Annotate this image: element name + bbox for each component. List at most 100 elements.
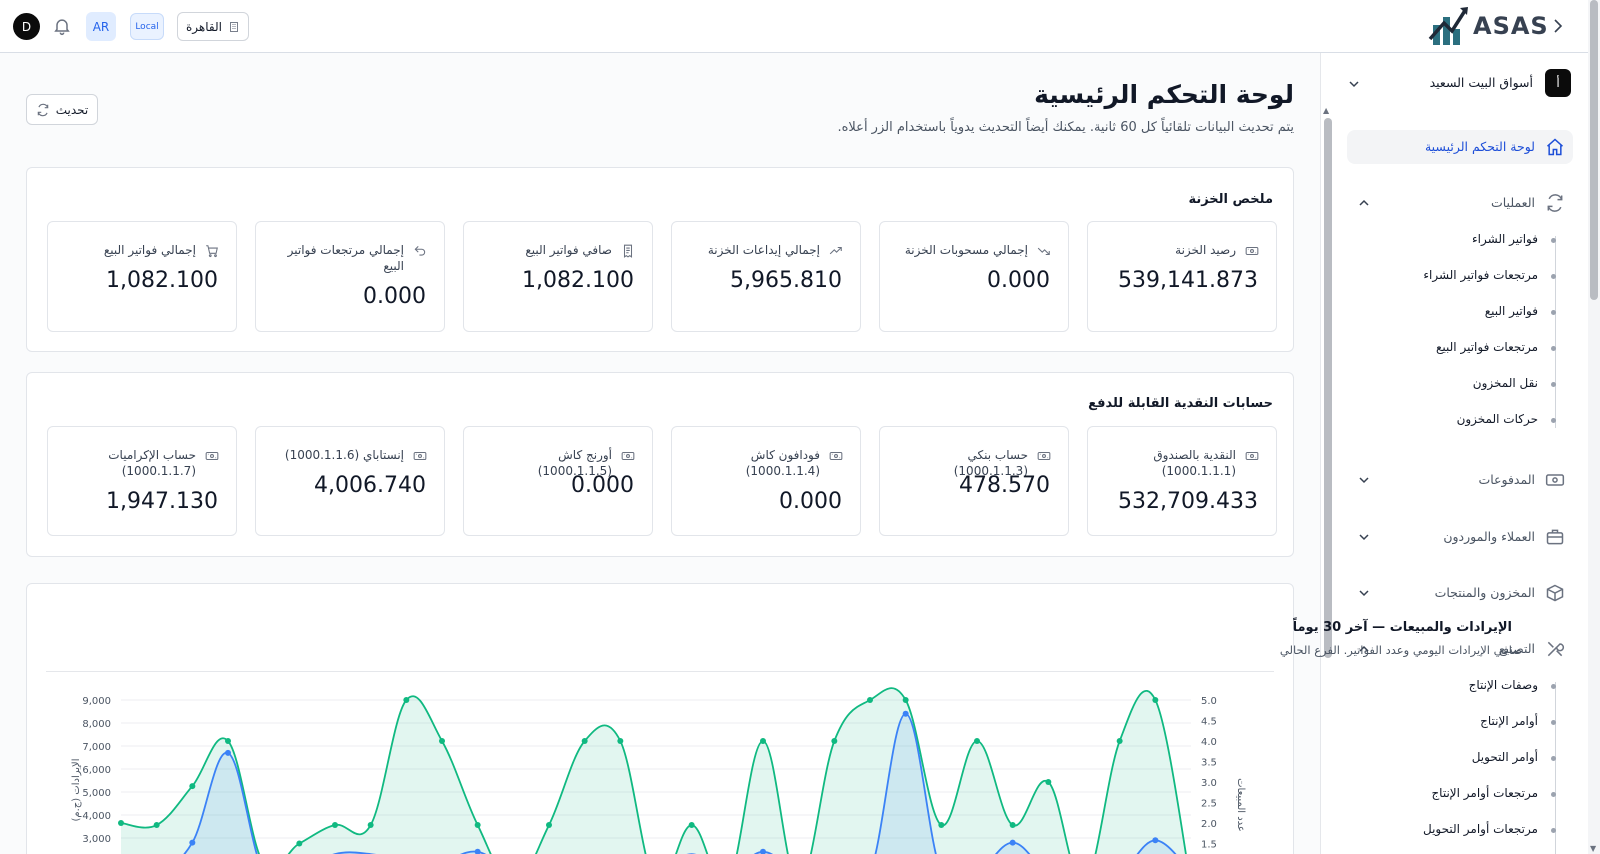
sidebar-subitem-label: حركات المخزون (1456, 412, 1538, 426)
sidebar-subitem-label: أوامر الإنتاج (1480, 714, 1538, 728)
receipt-icon (623, 244, 633, 258)
language-toggle-button[interactable]: AR (86, 12, 116, 41)
stat-card: إجمالي إيداعات الخزنة 5,965.810 (671, 221, 861, 332)
chart-divider (46, 671, 1274, 672)
sidebar-subitem-label: فواتير البيع (1484, 304, 1538, 318)
data-point (153, 822, 160, 829)
stat-card-label: صافي فواتير البيع (525, 243, 612, 257)
refresh-label: تحديث (55, 102, 89, 117)
top-header (0, 0, 1588, 53)
data-point (1116, 738, 1123, 744)
branch-label: القاهرة (186, 19, 222, 34)
sidebar-subitem-stock-transfer[interactable]: نقل المخزون (1400, 372, 1568, 396)
y2-tick-label: 3.5 (1201, 758, 1217, 769)
sidebar-subitem-production-returns[interactable]: مرتجعات أوامر الإنتاج (1400, 782, 1568, 806)
refresh-icon (37, 103, 48, 116)
sidebar-subitem-sales-returns[interactable]: مرتجعات فواتير البيع (1400, 336, 1568, 360)
bell-icon[interactable] (52, 16, 72, 36)
stat-card-label: النقدية بالصندوق (1000.1.1.1) (1153, 448, 1236, 478)
company-logo: أ (1545, 69, 1571, 97)
stat-card-value: 1,082.100 (106, 268, 218, 293)
data-point (296, 840, 303, 847)
user-avatar[interactable]: D (13, 13, 40, 40)
bullet-dot (1551, 684, 1556, 689)
sidebar-subitem-conversion-returns[interactable]: مرتجعات أوامر التحويل (1400, 818, 1568, 842)
data-point (581, 738, 588, 744)
stat-card-value: 0.000 (571, 473, 634, 498)
chevron-down-icon (1359, 477, 1369, 484)
sidebar-subitem-production-recipes[interactable]: وصفات الإنتاج (1400, 674, 1568, 698)
sidebar-item-label: المخزون والمنتجات (1434, 585, 1535, 600)
environment-label: Local (135, 21, 159, 32)
stat-card-value: 539,141.873 (1118, 268, 1258, 293)
scrollbar-thumb[interactable] (1324, 118, 1332, 658)
sidebar-subitem-stock-movements[interactable]: حركات المخزون (1400, 408, 1568, 432)
y-axis-label: الإيرادات (ج.م) (71, 758, 82, 821)
data-point (403, 697, 410, 703)
stat-card: إنستاباي (1000.1.1.6) 4,006.740 (255, 426, 445, 536)
banknote-icon (413, 451, 427, 461)
sidebar-subitem-label: مرتجعات أوامر التحويل (1422, 822, 1538, 836)
page-scrollbar[interactable]: ▼ (1588, 0, 1600, 854)
user-initial: D (21, 19, 32, 34)
stat-card-label: إجمالي مرتجعات فواتير البيع (287, 243, 404, 273)
sidebar-subitem-label: مرتجعات فواتير البيع (1436, 340, 1538, 354)
stat-card-value: 0.000 (779, 489, 842, 514)
scroll-up-icon[interactable]: ▲ (1323, 106, 1330, 115)
stat-card-value: 4,006.740 (314, 473, 426, 498)
main-scrollbar[interactable]: ▲ (1320, 106, 1332, 854)
data-point (1009, 839, 1016, 846)
y-tick-label: 9,000 (82, 696, 111, 707)
stat-card-value: 1,947.130 (106, 489, 218, 514)
data-point (332, 822, 338, 829)
page-title: لوحة التحكم الرئيسية (1034, 80, 1294, 109)
scroll-down-icon[interactable]: ▼ (1590, 844, 1597, 853)
bullet-dot (1551, 310, 1556, 315)
stat-card: رصيد الخزنة 539,141.873 (1087, 221, 1277, 332)
sidebar-item-payments[interactable]: المدفوعات (1347, 463, 1573, 497)
building-icon (230, 21, 238, 32)
data-point (439, 738, 445, 744)
banknote-icon (1245, 246, 1259, 256)
sidebar-item-operations[interactable]: العمليات (1347, 186, 1573, 220)
scrollbar-thumb[interactable] (1590, 0, 1598, 300)
sidebar-subitem-production-orders[interactable]: أوامر الإنتاج (1400, 710, 1568, 734)
sidebar-subitem-label: مرتجعات فواتير الشراء (1423, 268, 1538, 282)
cart-icon (206, 245, 218, 258)
banknote-icon (205, 451, 219, 461)
sidebar (1320, 53, 1588, 854)
sidebar-subitem-purchase-returns[interactable]: مرتجعات فواتير الشراء (1400, 264, 1568, 288)
stat-card-value: 478.570 (959, 473, 1050, 498)
sidebar-subitem-sales-invoices[interactable]: فواتير البيع (1400, 300, 1568, 324)
data-point (902, 697, 909, 703)
sidebar-subitem-conversion-orders[interactable]: أوامر التحويل (1400, 746, 1568, 770)
stat-card-value: 0.000 (987, 268, 1050, 293)
sidebar-item-dashboard[interactable]: لوحة التحكم الرئيسية (1347, 130, 1573, 164)
branch-selector-button[interactable]: القاهرة (177, 12, 249, 41)
tools-icon (1547, 641, 1565, 657)
chevron-down-icon (1349, 81, 1359, 88)
environment-badge: Local (130, 13, 164, 40)
refresh-button[interactable]: تحديث (26, 94, 98, 125)
stat-card-label: فودافون كاش (1000.1.1.4) (745, 448, 820, 478)
revenue-chart-panel (26, 583, 1294, 854)
sidebar-item-inventory-products[interactable]: المخزون والمنتجات (1347, 576, 1573, 610)
home-icon (1547, 138, 1563, 156)
sidebar-item-customers-suppliers[interactable]: العملاء والموردون (1347, 520, 1573, 554)
cash-accounts-panel: حسابات النقدية القابلة للدفع (26, 372, 1294, 557)
bullet-dot (1551, 418, 1556, 423)
data-point (831, 738, 838, 744)
company-switcher[interactable]: أ أسواق البيت السعيد (1347, 68, 1571, 100)
y-tick-label: 8,000 (82, 719, 111, 730)
stat-card: النقدية بالصندوق (1000.1.1.1) 532,709.433 (1087, 426, 1277, 536)
page-subtitle: يتم تحديث البيانات تلقائياً كل 60 ثانية.… (837, 120, 1294, 135)
data-point (902, 710, 909, 717)
sidebar-item-manufacturing[interactable]: التصنيع (1347, 632, 1573, 666)
data-point (189, 783, 196, 790)
chevron-right-icon[interactable] (1550, 17, 1566, 35)
data-point (474, 822, 481, 829)
trending-up-icon (829, 246, 842, 255)
data-point (1152, 697, 1159, 703)
sidebar-subitem-purchase-invoices[interactable]: فواتير الشراء (1400, 228, 1568, 252)
data-point (367, 822, 374, 829)
